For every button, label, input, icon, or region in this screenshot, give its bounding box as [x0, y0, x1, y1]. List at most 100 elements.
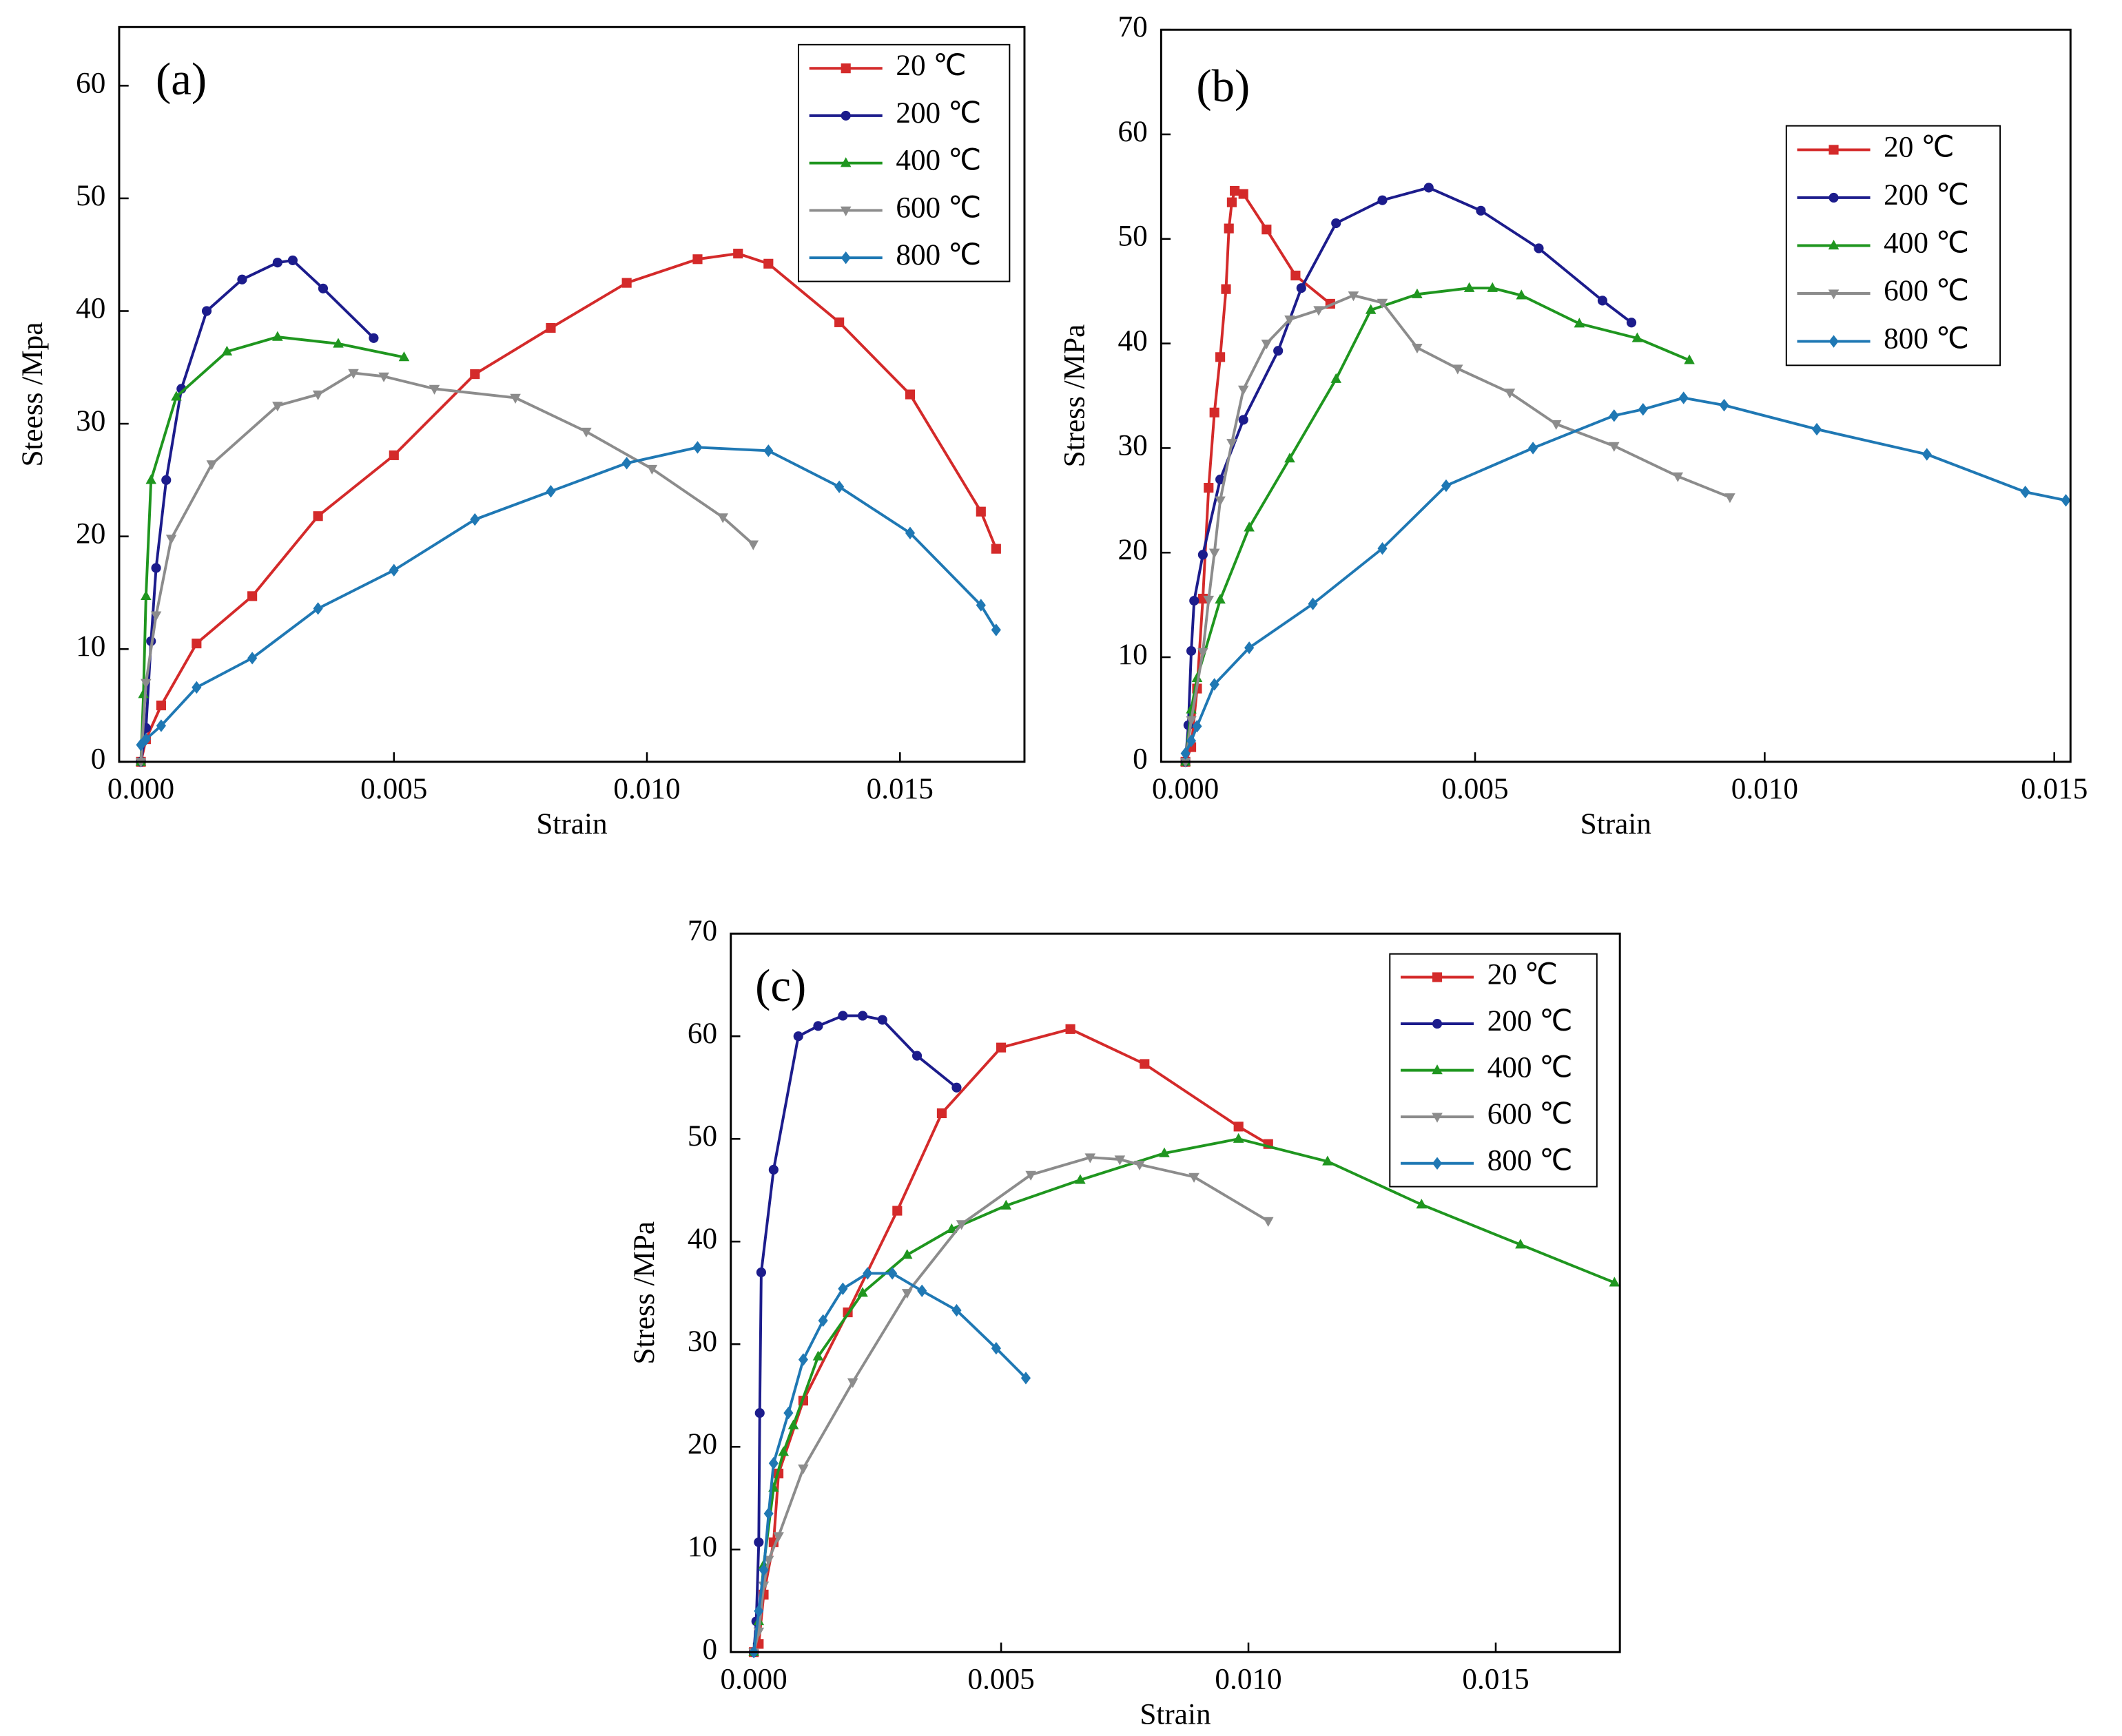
marker [369, 333, 379, 343]
marker [756, 1267, 766, 1278]
marker [798, 1464, 809, 1475]
marker [951, 1303, 962, 1317]
marker [1377, 541, 1388, 555]
marker [1188, 1172, 1199, 1183]
marker [378, 372, 389, 382]
marker [892, 1206, 903, 1216]
y-tick-label: 10 [76, 630, 105, 663]
marker [470, 369, 480, 380]
marker [1244, 521, 1255, 532]
marker [1290, 270, 1301, 281]
marker [692, 254, 703, 265]
series-line [752, 1156, 1269, 1653]
marker [151, 563, 161, 573]
marker [759, 1563, 769, 1577]
marker [768, 1456, 779, 1470]
marker [165, 535, 177, 545]
y-tick-label: 10 [1118, 638, 1148, 671]
marker [1330, 373, 1342, 383]
marker [621, 457, 632, 470]
marker [546, 322, 556, 333]
legend-marker [1829, 192, 1839, 203]
legend-marker [840, 206, 852, 216]
marker [398, 351, 410, 362]
marker [156, 719, 166, 732]
marker [287, 255, 298, 265]
marker [1811, 422, 1822, 436]
marker [1262, 1217, 1274, 1227]
marker [956, 1220, 967, 1230]
marker [1597, 296, 1608, 306]
x-axis-label: Strain [1140, 1697, 1211, 1730]
marker [1515, 1239, 1526, 1249]
marker [1423, 183, 1434, 193]
marker [1550, 420, 1562, 430]
legend-label: 600 ℃ [896, 191, 981, 224]
marker [206, 460, 218, 471]
marker [1412, 344, 1423, 354]
legend-marker [841, 110, 851, 121]
x-tick-label: 0.010 [613, 772, 680, 805]
legend-label: 20 ℃ [1487, 958, 1558, 991]
marker [1331, 218, 1341, 229]
y-tick-label: 60 [688, 1017, 717, 1050]
x-tick-label: 0.010 [1731, 772, 1798, 805]
marker [951, 1082, 962, 1093]
marker [717, 513, 728, 524]
marker [1261, 225, 1272, 235]
marker [1724, 493, 1735, 504]
x-tick-label: 0.000 [1152, 772, 1219, 805]
marker [813, 1021, 823, 1031]
marker [911, 1051, 923, 1061]
x-tick-label: 0.005 [360, 772, 427, 805]
panel-label: (b) [1196, 61, 1250, 112]
marker [161, 475, 172, 485]
legend-label: 400 ℃ [1884, 226, 1969, 259]
marker [581, 427, 592, 438]
marker [1377, 298, 1388, 309]
marker [1226, 197, 1237, 207]
marker [1197, 648, 1208, 658]
marker [754, 1537, 764, 1547]
marker [783, 1406, 794, 1420]
marker [812, 1350, 824, 1361]
marker [763, 444, 774, 457]
marker [221, 345, 233, 356]
marker [1233, 1133, 1244, 1143]
marker [1215, 496, 1226, 506]
marker [847, 1378, 858, 1388]
marker [996, 1042, 1007, 1053]
marker [857, 1287, 868, 1297]
marker [646, 464, 658, 475]
legend-marker [1829, 145, 1839, 155]
marker [313, 602, 323, 615]
y-tick-label: 60 [1118, 115, 1148, 148]
panel-label: (a) [156, 54, 207, 105]
marker [1065, 1024, 1075, 1034]
marker [1075, 1174, 1086, 1184]
marker [272, 331, 283, 341]
marker [1638, 403, 1648, 416]
marker [1238, 415, 1248, 425]
marker [1365, 304, 1377, 314]
marker [991, 544, 1001, 554]
marker [1528, 442, 1538, 455]
marker [754, 1407, 765, 1418]
marker [1224, 223, 1234, 234]
marker [1631, 332, 1643, 342]
marker [1626, 318, 1637, 328]
y-tick-label: 70 [1118, 10, 1148, 43]
x-tick-label: 0.015 [1462, 1662, 1529, 1695]
marker [1463, 282, 1475, 292]
marker [1313, 306, 1324, 316]
y-tick-label: 40 [688, 1222, 717, 1255]
marker [237, 274, 247, 285]
marker [1412, 288, 1423, 298]
marker [272, 402, 283, 412]
marker [1516, 289, 1527, 300]
legend-label: 400 ℃ [896, 144, 981, 177]
series-line [752, 1272, 1027, 1653]
marker [1348, 291, 1359, 302]
series-line [1184, 186, 1633, 762]
legend-marker [840, 157, 852, 167]
